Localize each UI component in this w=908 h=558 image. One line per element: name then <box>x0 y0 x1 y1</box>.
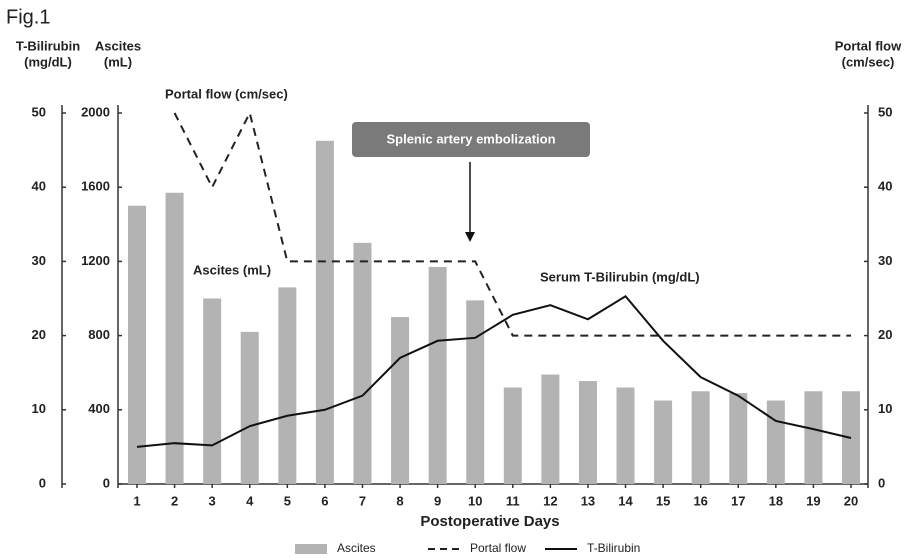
bar <box>691 391 710 484</box>
bar <box>240 331 259 484</box>
figure-label: Fig.1 <box>6 6 50 28</box>
y-tick-label: 1200 <box>81 253 110 268</box>
bar <box>353 242 372 484</box>
bar <box>165 192 184 484</box>
y3-tick-label: 40 <box>32 179 46 194</box>
y3-tick-label: 30 <box>32 253 46 268</box>
x-tick-label: 1 <box>133 493 140 508</box>
bar <box>503 387 522 484</box>
bar <box>128 205 146 484</box>
y3-tick-label: 50 <box>32 104 46 119</box>
x-tick-label: 3 <box>209 493 216 508</box>
y2-tick-label: 50 <box>878 104 892 119</box>
x-tick-label: 2 <box>171 493 178 508</box>
x-axis-label: Postoperative Days <box>420 513 559 530</box>
annotation: Ascites (mL) <box>193 262 271 277</box>
bar <box>578 381 597 484</box>
bar <box>391 317 410 484</box>
x-tick-label: 19 <box>806 493 820 508</box>
x-tick-label: 12 <box>543 493 557 508</box>
y2-tick-label: 10 <box>878 401 892 416</box>
x-tick-label: 8 <box>396 493 403 508</box>
x-tick-label: 7 <box>359 493 366 508</box>
x-tick-label: 18 <box>769 493 783 508</box>
bar <box>466 300 485 484</box>
y-axis-label: Ascites <box>95 38 141 53</box>
bar <box>654 400 673 484</box>
bar <box>766 400 785 484</box>
bar <box>616 387 635 484</box>
x-tick-label: 10 <box>468 493 482 508</box>
bar <box>278 287 297 484</box>
x-tick-label: 5 <box>284 493 291 508</box>
y-tick-label: 0 <box>103 475 110 490</box>
y2-tick-label: 0 <box>878 475 885 490</box>
bar <box>804 391 823 484</box>
y-axis-label: (mL) <box>104 54 132 69</box>
bar <box>315 140 334 484</box>
x-tick-label: 4 <box>246 493 254 508</box>
bar <box>428 266 447 484</box>
y3-axis-label: T-Bilirubin <box>16 38 80 53</box>
y-tick-label: 1600 <box>81 179 110 194</box>
bar <box>203 298 222 484</box>
x-tick-label: 17 <box>731 493 745 508</box>
annotation: Portal flow (cm/sec) <box>165 86 288 101</box>
annotation-box <box>352 122 590 157</box>
line <box>136 294 852 448</box>
y3-tick-label: 0 <box>39 475 46 490</box>
x-tick-label: 9 <box>434 493 441 508</box>
line <box>173 110 851 337</box>
x-tick-label: 16 <box>693 493 707 508</box>
y3-axis-label: (mg/dL) <box>24 54 72 69</box>
x-tick-label: 13 <box>581 493 595 508</box>
y2-tick-label: 20 <box>878 327 892 342</box>
y-tick-label: 800 <box>88 327 110 342</box>
arrow-head <box>465 232 475 242</box>
y2-tick-label: 30 <box>878 253 892 268</box>
legend-swatch <box>295 544 327 554</box>
legend-label: T-Bilirubin <box>587 541 640 555</box>
x-tick-label: 14 <box>618 493 633 508</box>
legend-label: Ascites <box>337 541 376 555</box>
annotation: Serum T-Bilirubin (mg/dL) <box>540 269 700 284</box>
bar <box>729 393 748 484</box>
bar <box>541 374 560 484</box>
legend-label: Portal flow <box>470 541 526 555</box>
y3-tick-label: 20 <box>32 327 46 342</box>
y2-axis-label: Portal flow <box>835 38 902 53</box>
y2-axis-label: (cm/sec) <box>842 54 895 69</box>
x-tick-label: 6 <box>321 493 328 508</box>
x-tick-label: 20 <box>844 493 858 508</box>
x-tick-label: 15 <box>656 493 670 508</box>
y3-tick-label: 10 <box>32 401 46 416</box>
x-tick-label: 11 <box>506 493 520 508</box>
y2-tick-label: 40 <box>878 179 892 194</box>
y-tick-label: 2000 <box>81 104 110 119</box>
y-tick-label: 400 <box>88 401 110 416</box>
annotation: Splenic artery embolization <box>386 131 555 146</box>
